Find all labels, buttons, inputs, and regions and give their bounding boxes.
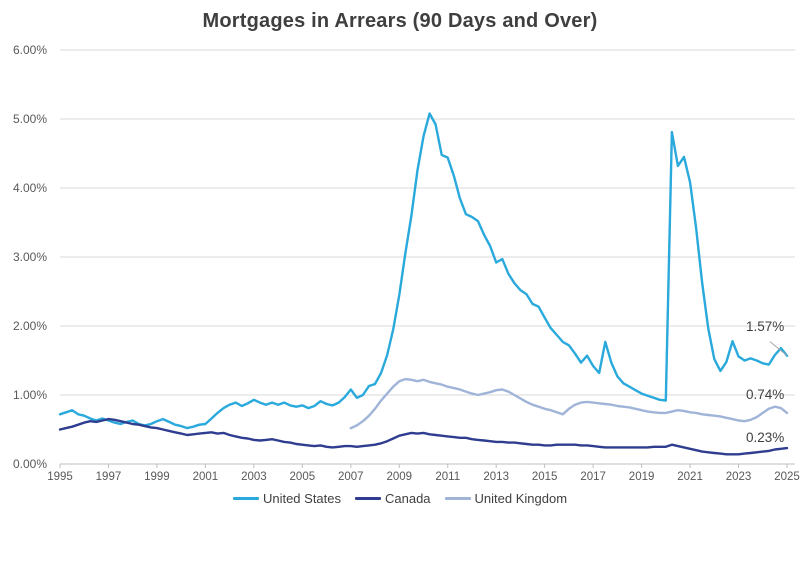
legend-swatch-canada <box>355 497 381 500</box>
x-tick-label: 2025 <box>774 471 800 483</box>
legend-item-united-states: United States <box>232 491 341 506</box>
chart-title: Mortgages in Arrears (90 Days and Over) <box>202 10 598 32</box>
legend-label-canada: Canada <box>385 491 431 506</box>
series-line-united-states <box>58 112 789 430</box>
data-label-united-kingdom: 0.74% <box>746 387 785 402</box>
y-tick-label: 0.00% <box>13 457 47 471</box>
x-tick-label: 2019 <box>629 471 655 483</box>
x-tick-label: 2017 <box>580 471 606 483</box>
x-tick-label: 2001 <box>193 471 219 483</box>
x-tick-label: 2023 <box>726 471 752 483</box>
series-line-canada <box>58 417 789 456</box>
data-label-united-states: 1.57% <box>746 319 785 334</box>
legend-label-united-states: United States <box>262 491 341 506</box>
y-tick-label: 3.00% <box>13 250 47 264</box>
x-tick-label: 1995 <box>47 471 73 483</box>
y-tick-label: 6.00% <box>13 43 47 57</box>
x-tick-label: 2007 <box>338 471 364 483</box>
data-label-canada: 0.23% <box>746 430 785 445</box>
legend-item-united-kingdom: United Kingdom <box>444 491 568 506</box>
data-label-leader-line <box>769 341 788 357</box>
legend: United States Canada United Kingdom <box>0 491 800 506</box>
x-tick-label: 2005 <box>290 471 316 483</box>
legend-label-united-kingdom: United Kingdom <box>474 491 568 506</box>
legend-swatch-united-kingdom <box>444 497 471 500</box>
y-tick-label: 2.00% <box>13 319 47 333</box>
x-tick-label: 2011 <box>435 471 460 483</box>
y-tick-label: 1.00% <box>13 388 47 402</box>
legend-swatch-united-states <box>232 497 259 500</box>
x-tick-label: 2003 <box>241 471 267 483</box>
y-tick-label: 5.00% <box>13 112 47 126</box>
x-tick-label: 2015 <box>532 471 558 483</box>
series-line-united-kingdom <box>349 377 789 430</box>
legend-item-canada: Canada <box>355 491 431 506</box>
y-tick-label: 4.00% <box>13 181 47 195</box>
x-tick-label: 2021 <box>677 471 703 483</box>
x-tick-label: 1997 <box>96 471 122 483</box>
x-tick-label: 1999 <box>144 471 170 483</box>
x-tick-label: 2009 <box>386 471 412 483</box>
x-tick-label: 2013 <box>483 471 509 483</box>
